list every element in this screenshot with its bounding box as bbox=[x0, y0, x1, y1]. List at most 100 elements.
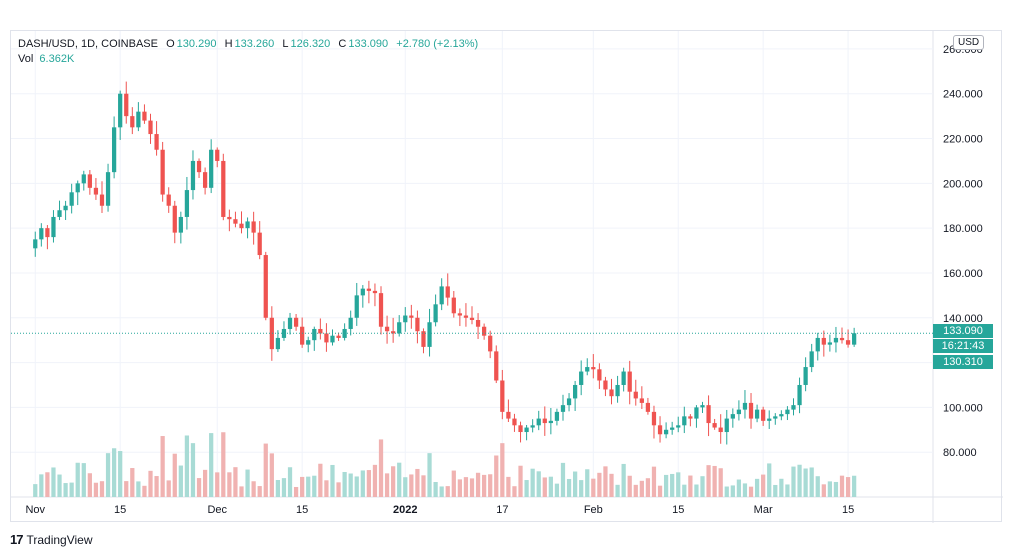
volume-bar bbox=[384, 473, 390, 497]
candle-body bbox=[63, 205, 68, 211]
volume-bar bbox=[488, 474, 493, 497]
candle-body bbox=[227, 216, 232, 220]
candle-body bbox=[233, 219, 238, 224]
price-tick-label: 160.000 bbox=[943, 268, 983, 280]
volume-bar bbox=[676, 472, 681, 497]
volume-bar bbox=[130, 468, 135, 497]
candle-body bbox=[391, 331, 396, 334]
volume-bar bbox=[839, 475, 845, 497]
candle-body bbox=[712, 423, 717, 428]
volume-bar bbox=[700, 476, 705, 497]
candle-body bbox=[178, 216, 183, 233]
candle-body bbox=[318, 328, 323, 334]
volume-bar bbox=[670, 473, 675, 497]
candle-body bbox=[657, 425, 663, 435]
time-tick-label: Feb bbox=[584, 504, 603, 516]
candle-body bbox=[482, 326, 487, 336]
candle-body bbox=[354, 295, 359, 318]
volume-bar bbox=[548, 476, 553, 497]
candle-body bbox=[51, 216, 56, 238]
volume-bar bbox=[809, 467, 814, 497]
candle-body bbox=[688, 416, 693, 419]
candle-body bbox=[730, 414, 735, 419]
volume-label: Vol bbox=[18, 53, 34, 65]
currency-button[interactable]: USD bbox=[953, 35, 985, 50]
tradingview-brand[interactable]: 17 TradingView bbox=[10, 532, 93, 547]
volume-bar bbox=[190, 443, 196, 497]
candle-body bbox=[378, 293, 384, 327]
volume-bar bbox=[372, 464, 378, 497]
volume-bar bbox=[209, 433, 214, 497]
volume-bar bbox=[821, 484, 826, 497]
candle-body bbox=[300, 326, 305, 345]
volume-bar bbox=[718, 468, 723, 497]
candle-body bbox=[221, 160, 226, 217]
candle-body bbox=[785, 409, 790, 415]
candle-body bbox=[591, 367, 596, 370]
chart-frame[interactable]: 80.000100.000120.000140.000160.000180.00… bbox=[10, 30, 1003, 523]
candle-body bbox=[403, 315, 408, 323]
volume-bar bbox=[609, 473, 614, 497]
candle-body bbox=[682, 416, 687, 426]
candle-body bbox=[500, 380, 505, 412]
candle-body bbox=[336, 335, 341, 338]
volume-bar bbox=[360, 470, 365, 497]
volume-bar bbox=[627, 475, 632, 497]
candle-body bbox=[75, 183, 80, 193]
volume-bar bbox=[797, 464, 802, 497]
candle-body bbox=[281, 328, 287, 338]
candle-body bbox=[566, 398, 572, 406]
price-tick-label: 140.000 bbox=[943, 313, 983, 325]
candle-body bbox=[524, 427, 529, 433]
volume-bar bbox=[57, 474, 62, 497]
candle-body bbox=[718, 427, 723, 433]
volume-bar bbox=[445, 486, 450, 497]
volume-bar bbox=[111, 448, 117, 497]
volume-bar bbox=[33, 484, 38, 497]
volume-bar bbox=[99, 481, 105, 497]
candle-body bbox=[215, 149, 220, 161]
candle-body bbox=[124, 93, 129, 117]
candle-body bbox=[530, 425, 535, 428]
volume-bar bbox=[603, 466, 608, 497]
volume-bar bbox=[275, 480, 281, 497]
volume-bar bbox=[688, 475, 693, 497]
volume-bar bbox=[318, 463, 323, 497]
candle-body bbox=[118, 93, 123, 128]
candle-body bbox=[172, 205, 177, 233]
volume-bar bbox=[124, 481, 129, 497]
volume-bar bbox=[330, 464, 335, 497]
volume-bar bbox=[105, 453, 111, 497]
candle-body bbox=[815, 337, 820, 352]
volume-bar bbox=[754, 478, 760, 497]
volume-bar bbox=[257, 486, 262, 497]
volume-bar bbox=[560, 462, 566, 497]
candle-body bbox=[312, 328, 317, 341]
candle-body bbox=[445, 286, 450, 298]
candlestick-chart[interactable]: 80.000100.000120.000140.000160.000180.00… bbox=[11, 31, 1003, 523]
volume-bar bbox=[69, 482, 74, 497]
volume-bar bbox=[415, 468, 420, 497]
candle-body bbox=[439, 286, 444, 305]
candle-body bbox=[348, 317, 353, 329]
volume-bar bbox=[494, 455, 499, 497]
candle-body bbox=[239, 223, 244, 229]
volume-bar bbox=[312, 475, 317, 497]
volume-bar bbox=[342, 471, 347, 497]
volume-bar bbox=[506, 476, 511, 497]
symbol-label[interactable]: DASH/USD, 1D, COINBASE bbox=[18, 38, 158, 50]
candle-body bbox=[615, 384, 620, 397]
time-tick-label: Mar bbox=[754, 504, 773, 516]
volume-bar bbox=[378, 439, 384, 497]
candle-body bbox=[548, 420, 553, 424]
candle-body bbox=[633, 391, 638, 399]
candle-body bbox=[421, 331, 426, 347]
volume-bar bbox=[773, 484, 778, 497]
time-tick-label: Nov bbox=[25, 504, 45, 516]
volume-bar bbox=[457, 479, 462, 497]
candle-body bbox=[627, 371, 632, 392]
price-tick-label: 240.000 bbox=[943, 89, 983, 101]
volume-bar bbox=[845, 477, 851, 497]
volume-bar bbox=[724, 486, 729, 497]
candle-body bbox=[779, 414, 784, 417]
